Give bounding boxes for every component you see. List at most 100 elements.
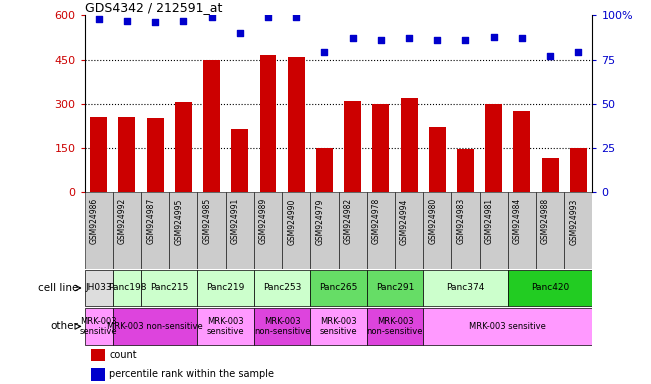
Bar — [542, 158, 559, 192]
Bar — [203, 60, 220, 192]
Bar — [423, 270, 508, 306]
Bar — [113, 270, 141, 306]
Text: cell line: cell line — [38, 283, 78, 293]
Text: Panc219: Panc219 — [206, 283, 245, 293]
Bar — [536, 192, 564, 269]
Text: MRK-003 sensitive: MRK-003 sensitive — [469, 322, 546, 331]
Bar — [118, 117, 135, 192]
Bar — [429, 127, 446, 192]
Bar — [85, 270, 113, 306]
Bar — [570, 149, 587, 192]
Bar — [316, 149, 333, 192]
Text: GSM924992: GSM924992 — [118, 198, 127, 244]
Bar — [400, 98, 417, 192]
Point — [460, 37, 471, 43]
Text: GSM924995: GSM924995 — [174, 198, 184, 245]
Text: MRK-003
sensitive: MRK-003 sensitive — [80, 317, 118, 336]
Text: GSM924987: GSM924987 — [146, 198, 155, 244]
Bar — [226, 192, 254, 269]
Point — [404, 35, 414, 41]
Bar — [85, 192, 113, 269]
Point — [517, 35, 527, 41]
Text: MRK-003
non-sensitive: MRK-003 non-sensitive — [254, 317, 311, 336]
Text: JH033: JH033 — [85, 283, 112, 293]
Bar — [254, 192, 282, 269]
Text: GSM924978: GSM924978 — [372, 198, 381, 244]
Text: Panc291: Panc291 — [376, 283, 414, 293]
Bar — [367, 308, 423, 345]
Text: GSM924986: GSM924986 — [90, 198, 99, 244]
Text: MRK-003
sensitive: MRK-003 sensitive — [320, 317, 357, 336]
Bar — [141, 192, 169, 269]
Bar — [311, 308, 367, 345]
Text: MRK-003 non-sensitive: MRK-003 non-sensitive — [107, 322, 203, 331]
Text: GSM924980: GSM924980 — [428, 198, 437, 244]
Bar — [514, 111, 531, 192]
Text: count: count — [109, 350, 137, 360]
Bar — [485, 104, 502, 192]
Text: GSM924981: GSM924981 — [485, 198, 493, 244]
Bar — [146, 118, 163, 192]
Bar — [423, 192, 451, 269]
Point — [432, 37, 443, 43]
Bar — [564, 192, 592, 269]
Bar — [480, 192, 508, 269]
Bar — [90, 117, 107, 192]
Bar — [197, 270, 254, 306]
Point — [319, 50, 329, 56]
Bar — [339, 192, 367, 269]
Bar — [113, 308, 197, 345]
Text: GSM924985: GSM924985 — [202, 198, 212, 244]
Point — [348, 35, 358, 41]
Bar — [169, 192, 197, 269]
Text: GSM924984: GSM924984 — [513, 198, 522, 244]
Text: Panc215: Panc215 — [150, 283, 188, 293]
Point — [122, 18, 132, 24]
Bar — [423, 308, 592, 345]
Point — [178, 18, 189, 24]
Bar — [91, 368, 105, 381]
Text: MRK-003
sensitive: MRK-003 sensitive — [207, 317, 245, 336]
Bar — [367, 270, 423, 306]
Text: Panc253: Panc253 — [263, 283, 301, 293]
Bar — [175, 102, 192, 192]
Text: Panc374: Panc374 — [447, 283, 484, 293]
Bar — [457, 149, 474, 192]
Bar — [367, 192, 395, 269]
Point — [234, 30, 245, 36]
Point — [545, 53, 555, 59]
Text: GSM924982: GSM924982 — [344, 198, 353, 244]
Text: GSM924989: GSM924989 — [259, 198, 268, 244]
Bar — [141, 270, 197, 306]
Text: GSM924991: GSM924991 — [231, 198, 240, 244]
Point — [263, 14, 273, 20]
Text: GSM924993: GSM924993 — [570, 198, 578, 245]
Point — [150, 19, 160, 25]
Point — [573, 50, 583, 56]
Bar — [372, 104, 389, 192]
Bar — [311, 270, 367, 306]
Point — [376, 37, 386, 43]
Text: GSM924988: GSM924988 — [541, 198, 550, 244]
Text: GSM924979: GSM924979 — [316, 198, 324, 245]
Bar — [254, 308, 311, 345]
Text: GSM924983: GSM924983 — [456, 198, 465, 244]
Point — [291, 14, 301, 20]
Text: MRK-003
non-sensitive: MRK-003 non-sensitive — [367, 317, 423, 336]
Bar — [254, 270, 311, 306]
Bar — [91, 349, 105, 361]
Text: GDS4342 / 212591_at: GDS4342 / 212591_at — [85, 1, 222, 14]
Bar — [508, 270, 592, 306]
Bar — [395, 192, 423, 269]
Point — [488, 33, 499, 40]
Bar — [311, 192, 339, 269]
Text: GSM924994: GSM924994 — [400, 198, 409, 245]
Bar — [282, 192, 311, 269]
Bar — [231, 129, 248, 192]
Text: Panc265: Panc265 — [320, 283, 357, 293]
Text: Panc198: Panc198 — [107, 283, 146, 293]
Bar — [113, 192, 141, 269]
Bar — [197, 308, 254, 345]
Point — [206, 14, 217, 20]
Bar — [288, 56, 305, 192]
